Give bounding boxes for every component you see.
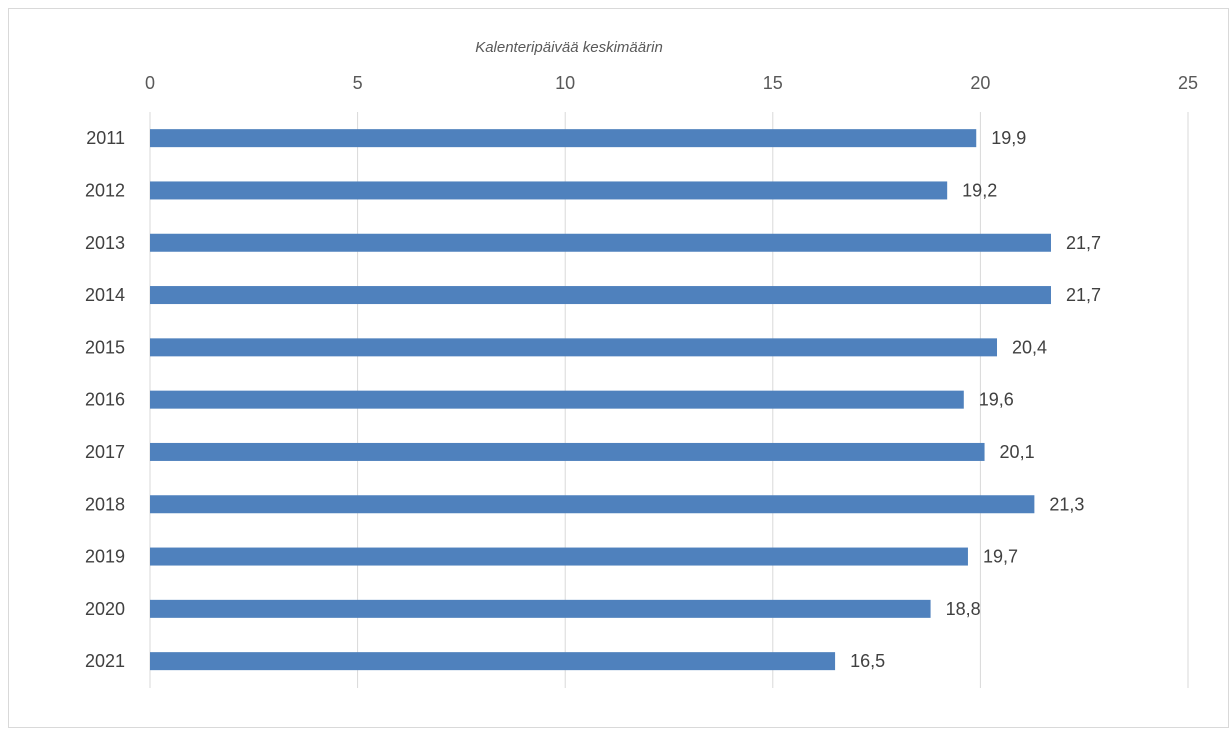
- bars: [150, 129, 1051, 671]
- data-labels: 19,9 19,2 21,7 21,7 20,4 19,6 20,1 21,3 19,7 18,8…: [850, 128, 1101, 671]
- category-labels: 2011 2012 2013 2014 2015 2016 2017 2018 2019 2020…: [85, 128, 125, 671]
- x-axis-title: Kalenteripäivää keskimäärin: [475, 39, 663, 56]
- data-label: 19,9: [991, 128, 1026, 148]
- category-label: 2016: [85, 390, 125, 410]
- data-label: 21,3: [1049, 494, 1084, 514]
- category-label: 2012: [85, 180, 125, 200]
- bar-2014: [150, 286, 1051, 305]
- category-label: 2018: [85, 494, 125, 514]
- data-label: 16,5: [850, 651, 885, 671]
- x-tick-labels: 0 5 10 15 20 25: [145, 73, 1198, 93]
- category-label: 2011: [86, 128, 125, 148]
- x-tick-label: 15: [763, 73, 783, 93]
- data-label: 21,7: [1066, 233, 1101, 253]
- bar-2013: [150, 233, 1051, 252]
- bar-2021: [150, 652, 836, 671]
- data-label: 19,6: [979, 390, 1014, 410]
- category-label: 2015: [85, 337, 125, 357]
- category-label: 2021: [85, 651, 125, 671]
- x-tick-label: 25: [1178, 73, 1198, 93]
- grid-lines: [149, 112, 1189, 688]
- bar-2016: [150, 390, 964, 409]
- category-label: 2017: [85, 442, 125, 462]
- data-label: 19,7: [983, 547, 1018, 567]
- category-label: 2013: [85, 233, 125, 253]
- category-label: 2019: [85, 547, 125, 567]
- category-label: 2014: [85, 285, 125, 305]
- data-label: 19,2: [962, 180, 997, 200]
- bar-2020: [150, 599, 931, 618]
- bar-2011: [150, 129, 977, 148]
- bar-2018: [150, 495, 1035, 514]
- x-tick-label: 20: [970, 73, 990, 93]
- x-tick-label: 5: [353, 73, 363, 93]
- bar-2012: [150, 181, 948, 200]
- bar-2017: [150, 442, 985, 461]
- bar-2019: [150, 547, 968, 566]
- data-label: 20,4: [1012, 337, 1047, 357]
- x-tick-label: 0: [145, 73, 155, 93]
- data-label: 20,1: [1000, 442, 1035, 462]
- bar-2015: [150, 338, 998, 357]
- x-tick-label: 10: [555, 73, 575, 93]
- data-label: 21,7: [1066, 285, 1101, 305]
- category-label: 2020: [85, 599, 125, 619]
- data-label: 18,8: [946, 599, 981, 619]
